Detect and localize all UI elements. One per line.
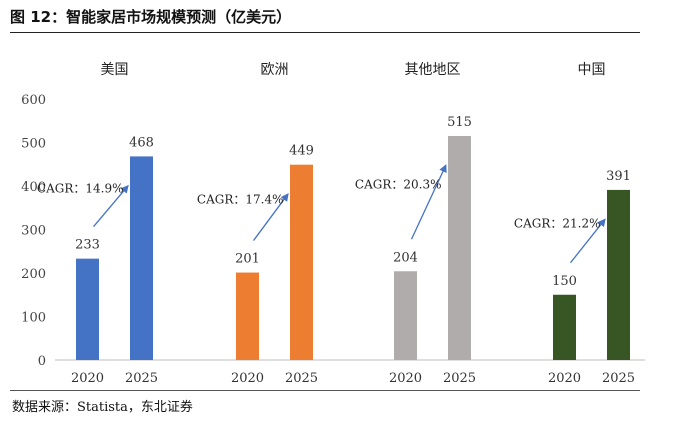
title-rule [10, 32, 640, 33]
cagr-arrow [410, 164, 447, 240]
source-rule [10, 390, 640, 391]
x-tick-label: 2020 [231, 371, 264, 386]
y-tick-label: 100 [21, 311, 46, 326]
bar [290, 164, 313, 360]
y-tick-label: 0 [38, 354, 46, 369]
y-tick-label: 200 [21, 267, 46, 282]
bar [130, 156, 153, 360]
data-label: 391 [606, 169, 631, 184]
region-label: 美国 [101, 62, 129, 78]
chart-area: 0 100 200 300 400 500 600 美国 233 2020 468 2025 CAGR… [21, 62, 645, 386]
x-tick-label: 2025 [285, 371, 318, 386]
y-tick-label: 300 [21, 224, 46, 239]
y-tick-label: 500 [21, 137, 46, 152]
x-tick-label: 2020 [548, 371, 581, 386]
bar [553, 294, 576, 360]
x-tick-label: 2025 [443, 371, 476, 386]
y-tick-label: 600 [21, 93, 46, 108]
page-title: 图 12：智能家居市场规模预测（亿美元） [10, 8, 292, 26]
x-tick-label: 2020 [389, 371, 422, 386]
cagr-label: CAGR：17.4% [197, 193, 284, 207]
bar [607, 189, 630, 360]
cagr-label: CAGR：20.3% [355, 178, 442, 192]
x-tick-label: 2025 [125, 371, 158, 386]
data-label: 449 [289, 144, 314, 159]
data-label: 515 [447, 115, 472, 130]
region-label: 中国 [578, 62, 606, 78]
data-label: 150 [552, 274, 577, 289]
data-label: 201 [235, 252, 260, 267]
region-label: 欧洲 [261, 62, 289, 78]
data-label: 204 [393, 250, 418, 265]
y-tick-label: 400 [21, 180, 46, 195]
bar [448, 135, 471, 360]
cagr-label: CAGR：14.9% [37, 182, 124, 196]
x-tick-label: 2025 [602, 371, 635, 386]
bar [394, 271, 417, 360]
x-tick-label: 2020 [71, 371, 104, 386]
cagr-label: CAGR：21.2% [514, 216, 601, 230]
cagr-arrow [252, 193, 289, 241]
region-label: 其他地区 [405, 62, 461, 78]
bar [236, 272, 259, 360]
data-label: 233 [75, 238, 100, 253]
bar [76, 258, 99, 360]
cagr-arrow [569, 218, 606, 264]
data-label: 468 [129, 135, 154, 150]
cagr-arrow [93, 184, 129, 228]
source-note: 数据来源：Statista，东北证券 [12, 400, 193, 415]
